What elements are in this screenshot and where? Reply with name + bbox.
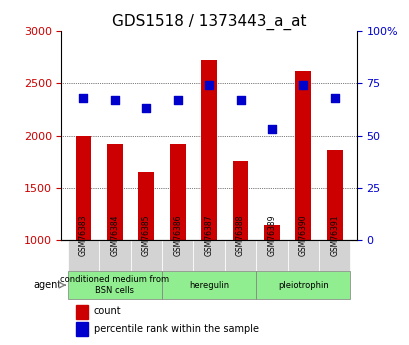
Bar <box>76 323 88 336</box>
Text: GSM76389: GSM76389 <box>267 214 276 256</box>
Text: heregulin: heregulin <box>189 280 229 289</box>
Text: count: count <box>94 306 121 316</box>
FancyBboxPatch shape <box>67 240 99 271</box>
FancyBboxPatch shape <box>256 240 287 271</box>
Text: GSM76383: GSM76383 <box>79 214 88 256</box>
Bar <box>76 305 88 318</box>
Bar <box>232 161 248 240</box>
Text: GSM76386: GSM76386 <box>173 214 182 256</box>
Point <box>174 97 180 103</box>
Point <box>237 97 243 103</box>
Text: GSM76385: GSM76385 <box>142 214 151 256</box>
Text: GSM76387: GSM76387 <box>204 214 213 256</box>
Bar <box>107 144 122 240</box>
Point <box>268 127 274 132</box>
FancyBboxPatch shape <box>318 240 350 271</box>
Text: GSM76390: GSM76390 <box>298 214 307 256</box>
FancyBboxPatch shape <box>287 240 318 271</box>
Bar <box>75 136 91 240</box>
Bar <box>169 144 185 240</box>
Text: GSM76391: GSM76391 <box>329 214 338 256</box>
Bar <box>138 172 154 240</box>
FancyBboxPatch shape <box>67 271 162 299</box>
Point <box>299 83 306 88</box>
Point <box>80 95 87 101</box>
Text: conditioned medium from
BSN cells: conditioned medium from BSN cells <box>60 275 169 295</box>
Text: agent: agent <box>33 280 61 290</box>
Bar <box>295 71 310 240</box>
Text: pleiotrophin: pleiotrophin <box>277 280 328 289</box>
FancyBboxPatch shape <box>130 240 162 271</box>
FancyBboxPatch shape <box>162 240 193 271</box>
Point <box>330 95 337 101</box>
Text: percentile rank within the sample: percentile rank within the sample <box>94 325 258 334</box>
FancyBboxPatch shape <box>193 240 224 271</box>
FancyBboxPatch shape <box>99 240 130 271</box>
Text: GSM76388: GSM76388 <box>236 214 245 256</box>
FancyBboxPatch shape <box>162 271 256 299</box>
Title: GDS1518 / 1373443_a_at: GDS1518 / 1373443_a_at <box>112 13 306 30</box>
Text: GSM76384: GSM76384 <box>110 214 119 256</box>
Bar <box>201 60 216 240</box>
Point <box>111 97 118 103</box>
Bar <box>326 150 342 240</box>
Point <box>143 106 149 111</box>
FancyBboxPatch shape <box>224 240 256 271</box>
FancyBboxPatch shape <box>256 271 350 299</box>
Bar <box>263 226 279 240</box>
Point <box>205 83 212 88</box>
